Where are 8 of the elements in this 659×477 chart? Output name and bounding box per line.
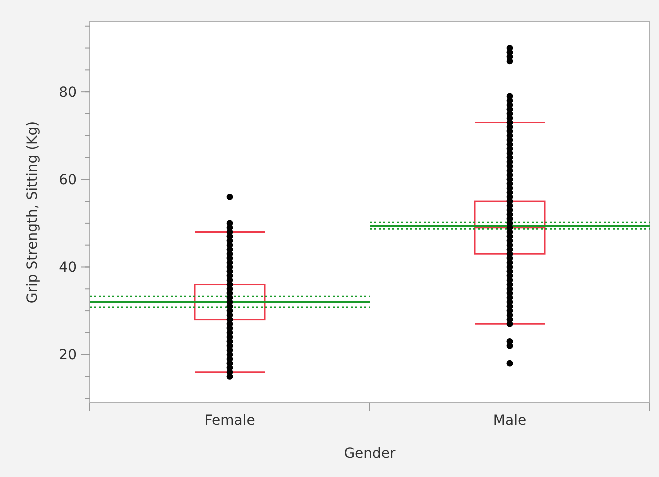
y-tick-label: 40 (59, 260, 77, 276)
x-axis-title: Gender (344, 446, 396, 462)
x-tick-label: Male (493, 413, 527, 429)
y-tick-label: 20 (59, 348, 77, 364)
x-tick-label: Female (204, 413, 256, 429)
y-tick-label: 80 (59, 84, 77, 101)
y-tick-label: 60 (59, 172, 77, 189)
y-axis-title: Grip Strength, Sitting (Kg) (25, 121, 41, 304)
